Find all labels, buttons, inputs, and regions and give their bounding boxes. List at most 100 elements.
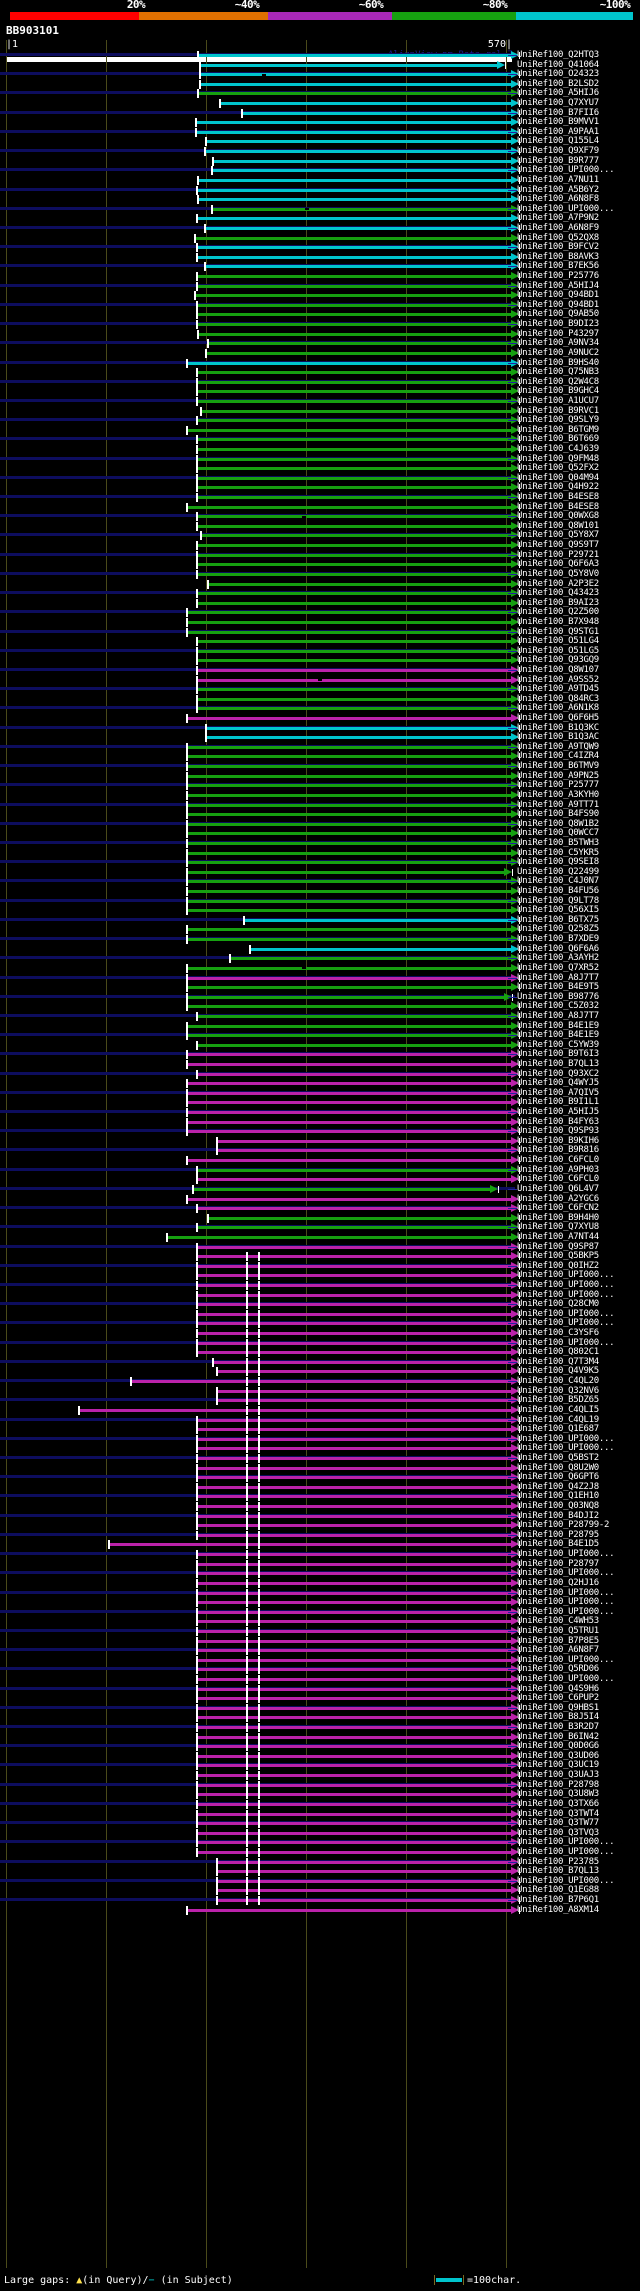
hit-label[interactable]: UniRef100_A5B6Y2 xyxy=(517,184,599,195)
hit-row[interactable]: UniRef100_Q6F6A6 xyxy=(0,944,640,955)
hit-label[interactable]: UniRef100_Q3TW77 xyxy=(517,1818,599,1829)
hit-label[interactable]: UniRef100_B1Q3AC xyxy=(517,732,599,743)
hsp-bar[interactable] xyxy=(196,1562,511,1566)
hsp-bar[interactable] xyxy=(197,178,511,182)
hit-label[interactable]: UniRef100_Q7XR52 xyxy=(517,962,599,973)
hsp-bar[interactable] xyxy=(196,1822,511,1826)
hsp-bar[interactable] xyxy=(216,1139,511,1143)
hsp-bar[interactable] xyxy=(216,1149,511,1153)
hit-label[interactable]: UniRef100_Q22499 xyxy=(517,866,599,877)
hit-label[interactable]: UniRef100_A9NUC2 xyxy=(517,347,599,358)
hit-row[interactable]: UniRef100_C6FCL0 xyxy=(0,1174,640,1185)
hsp-bar[interactable] xyxy=(207,582,511,586)
hsp-bar[interactable] xyxy=(196,1485,511,1489)
hit-row[interactable]: UniRef100_B9GHC4 xyxy=(0,386,640,397)
hsp-bar[interactable] xyxy=(186,1034,511,1038)
hit-label[interactable]: UniRef100_B8J5I4 xyxy=(517,1712,599,1723)
hit-row[interactable]: UniRef100_Q6F6A3 xyxy=(0,559,640,570)
hit-label[interactable]: UniRef100_Q9LT78 xyxy=(517,895,599,906)
hit-row[interactable]: UniRef100_B9R777 xyxy=(0,156,640,167)
hsp-bar[interactable] xyxy=(196,1447,511,1451)
hsp-bar[interactable] xyxy=(195,121,511,125)
hit-label[interactable]: UniRef100_B4E1E9 xyxy=(517,1020,599,1031)
hsp-bar[interactable] xyxy=(196,669,511,672)
hit-row[interactable]: UniRef100_A8J7T7 xyxy=(0,973,640,984)
hit-row[interactable]: UniRef100_B9HS40 xyxy=(0,358,640,369)
hit-label[interactable]: UniRef100_Q32NV6 xyxy=(517,1385,599,1396)
hit-label[interactable]: UniRef100_C5YW39 xyxy=(517,1039,599,1050)
hit-label[interactable]: UniRef100_Q0WCC7 xyxy=(517,828,599,839)
hit-label[interactable]: UniRef100_Q7XYU7 xyxy=(517,98,599,109)
hit-label[interactable]: UniRef100_A7P9N2 xyxy=(517,213,599,224)
hit-row[interactable]: UniRef100_Q93GQ9 xyxy=(0,655,640,666)
hit-label[interactable]: UniRef100_A6N8F8 xyxy=(517,194,599,205)
hsp-bar[interactable] xyxy=(196,640,511,644)
hsp-bar[interactable] xyxy=(196,380,511,384)
hit-label[interactable]: UniRef100_Q4WYJ5 xyxy=(517,1078,599,1089)
hit-row[interactable]: UniRef100_Q84RC3 xyxy=(0,694,640,705)
hit-row[interactable]: UniRef100_UPI000... xyxy=(0,1434,640,1445)
hsp-bar[interactable] xyxy=(186,899,511,903)
hit-row[interactable]: UniRef100_A6N8F7 xyxy=(0,1645,640,1656)
hit-row[interactable]: UniRef100_Q3TVQ3 xyxy=(0,1828,640,1839)
hsp-bar[interactable] xyxy=(186,1159,511,1163)
hit-label[interactable]: UniRef100_B2LSD2 xyxy=(517,78,599,89)
hit-label[interactable]: UniRef100_A9PN25 xyxy=(517,770,599,781)
hsp-bar[interactable] xyxy=(196,1639,511,1643)
hit-row[interactable]: UniRef100_B4FU56 xyxy=(0,886,640,897)
hit-label[interactable]: UniRef100_C4WH53 xyxy=(517,1616,599,1627)
hsp-bar[interactable] xyxy=(211,207,511,211)
hit-label[interactable]: UniRef100_A9PH03 xyxy=(517,1164,599,1175)
hsp-bar[interactable] xyxy=(204,226,511,230)
hit-label[interactable]: UniRef100_Q9SP87 xyxy=(517,1241,599,1252)
hit-row[interactable]: UniRef100_B6T669 xyxy=(0,434,640,445)
hit-label[interactable]: UniRef100_Q43423 xyxy=(517,588,599,599)
hit-label[interactable]: UniRef100_B7XDE9 xyxy=(517,934,599,945)
hit-row[interactable]: UniRef100_A5HIJ5 xyxy=(0,1107,640,1118)
hit-row[interactable]: UniRef100_A9TD45 xyxy=(0,684,640,695)
hsp-bar[interactable] xyxy=(196,255,511,259)
hit-row[interactable]: UniRef100_O51LG4 xyxy=(0,636,640,647)
hit-row[interactable]: UniRef100_C4J639 xyxy=(0,444,640,455)
hsp-bar[interactable] xyxy=(186,1024,511,1028)
hit-label[interactable]: UniRef100_C4J0N7 xyxy=(517,876,599,887)
hit-row[interactable]: UniRef100_P28795 xyxy=(0,1530,640,1541)
hit-label[interactable]: UniRef100_P28797 xyxy=(517,1558,599,1569)
hsp-bar[interactable] xyxy=(196,303,511,307)
hsp-bar[interactable] xyxy=(196,1745,511,1749)
hit-row[interactable]: UniRef100_Q8W1B2 xyxy=(0,819,640,830)
hit-row[interactable]: UniRef100_Q7XR52 xyxy=(0,962,640,974)
hit-row[interactable]: UniRef100_A6N8F8 xyxy=(0,194,640,205)
hsp-bar[interactable] xyxy=(196,515,511,519)
hit-row[interactable]: UniRef100_B6TMV9 xyxy=(0,761,640,772)
hit-row[interactable]: UniRef100_Q5RD06 xyxy=(0,1664,640,1675)
hit-label[interactable]: UniRef100_B9R816 xyxy=(517,1145,599,1156)
hit-row[interactable]: UniRef100_Q3TX66 xyxy=(0,1799,640,1810)
hit-label[interactable]: UniRef100_C3YSF6 xyxy=(517,1328,599,1339)
hit-row[interactable]: UniRef100_B4E1D5 xyxy=(0,1539,640,1550)
hsp-bar[interactable] xyxy=(196,1168,511,1172)
hit-label[interactable]: UniRef100_B7P8E5 xyxy=(517,1635,599,1646)
hsp-bar[interactable] xyxy=(186,1091,511,1095)
hit-label[interactable]: UniRef100_Q04M94 xyxy=(517,472,599,483)
hit-row[interactable]: UniRef100_UPI000... xyxy=(0,1318,640,1329)
hit-label[interactable]: UniRef100_B4E1D5 xyxy=(517,1539,599,1550)
hit-row[interactable]: UniRef100_Q9S9T7 xyxy=(0,540,640,551)
hit-row[interactable]: UniRef100_P43297 xyxy=(0,329,640,340)
hit-label[interactable]: UniRef100_UPI000... xyxy=(517,1443,615,1454)
hsp-bar[interactable] xyxy=(241,111,511,115)
hit-label[interactable]: UniRef100_B6TX75 xyxy=(517,914,599,925)
hit-row[interactable]: UniRef100_Q94BD1 xyxy=(0,290,640,301)
hsp-bar[interactable] xyxy=(196,1264,511,1268)
hsp-bar[interactable] xyxy=(196,572,511,576)
hit-row[interactable]: UniRef100_B98776 xyxy=(0,992,640,1003)
hit-row[interactable]: UniRef100_UPI000... xyxy=(0,1549,640,1560)
hit-label[interactable]: UniRef100_A7QIV5 xyxy=(517,1087,599,1098)
hit-row[interactable]: UniRef100_UPI000... xyxy=(0,1837,640,1848)
hit-label[interactable]: UniRef100_Q3UD06 xyxy=(517,1750,599,1761)
hsp-bar[interactable] xyxy=(186,1053,511,1057)
hsp-bar[interactable] xyxy=(196,707,511,711)
hit-label[interactable]: UniRef100_A9TT71 xyxy=(517,799,599,810)
hsp-bar[interactable] xyxy=(196,371,511,375)
hit-row[interactable]: UniRef100_Q41064 xyxy=(0,60,640,71)
